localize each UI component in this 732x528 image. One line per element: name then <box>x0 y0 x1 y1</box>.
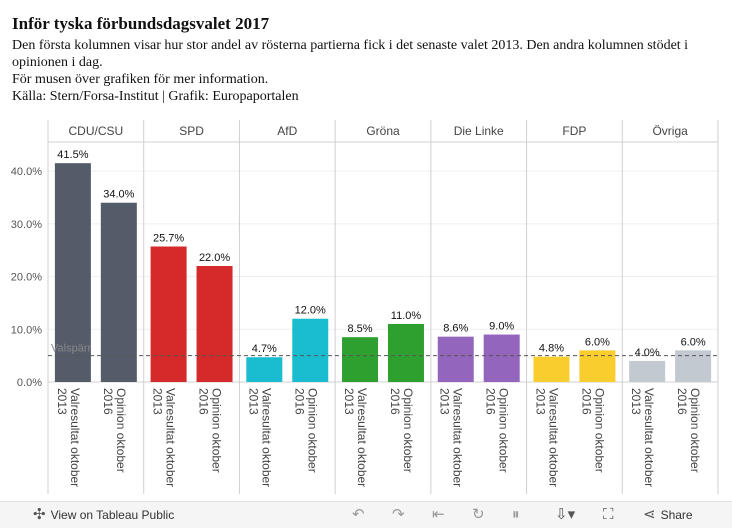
party-header: AfD <box>277 124 297 138</box>
revert-icon: ⇤ <box>432 506 445 523</box>
bar <box>579 350 616 382</box>
category-label: Opinion oktober2016 <box>197 388 224 473</box>
download-button[interactable]: ⇩▾ <box>555 506 576 523</box>
category-label: Valresultat oktober2013 <box>151 388 178 487</box>
pause-icon: ⏸ <box>512 506 520 523</box>
party-header: SPD <box>179 124 204 138</box>
tableau-toolbar: ✣ View on Tableau Public ↶ ↷ ⇤ ↻ ⏸ ⇩▾ ⛶ … <box>0 501 732 528</box>
bar-value-label: 41.5% <box>57 149 88 161</box>
y-tick-label: 20.0% <box>11 272 42 284</box>
category-label: Valresultat oktober2013 <box>342 388 369 487</box>
bar-value-label: 12.0% <box>295 305 326 317</box>
category-label: Valresultat oktober2013 <box>438 388 465 487</box>
bar <box>150 246 187 382</box>
chart-header: Inför tyska förbundsdagsvalet 2017 Den f… <box>12 14 727 105</box>
bar <box>675 350 712 382</box>
y-tick-label: 30.0% <box>11 219 42 231</box>
category-label: Opinion oktober2016 <box>101 388 128 473</box>
bar-value-label: 25.7% <box>153 232 184 244</box>
pause-button[interactable]: ⏸ <box>512 506 520 523</box>
source-credit: Källa: Stern/Forsa-Institut | Grafik: Eu… <box>12 89 299 104</box>
tableau-logo-icon: ✣ <box>33 506 46 523</box>
party-header: Övriga <box>652 124 688 138</box>
download-icon: ⇩▾ <box>555 506 576 523</box>
y-tick-label: 10.0% <box>11 324 42 336</box>
category-label: Valresultat oktober2013 <box>246 388 273 487</box>
view-on-tableau-label: View on Tableau Public <box>50 508 175 522</box>
bar <box>342 337 379 382</box>
bar <box>54 163 91 382</box>
bar <box>629 360 666 382</box>
category-label: Opinion oktober2016 <box>484 388 511 473</box>
bar <box>292 318 329 382</box>
bar-chart[interactable]: 0.0% 10.0% 20.0% 30.0% 40.0% CDU/CSU 41.5% Valr… <box>0 118 732 498</box>
undo-button[interactable]: ↶ <box>352 506 365 523</box>
share-icon: ⋖ <box>643 506 656 523</box>
bar-value-label: 8.5% <box>347 323 372 335</box>
category-label: Opinion oktober2016 <box>579 388 606 473</box>
bar-value-label: 4.8% <box>539 343 564 355</box>
undo-icon: ↶ <box>352 506 365 523</box>
bar-value-label: 9.0% <box>489 321 514 333</box>
bar-value-label: 6.0% <box>585 336 610 348</box>
redo-button[interactable]: ↷ <box>392 506 405 523</box>
bar <box>196 266 233 382</box>
share-label: Share <box>660 508 693 522</box>
fullscreen-button[interactable]: ⛶ <box>603 506 614 523</box>
bar <box>387 324 424 382</box>
bar <box>437 336 474 382</box>
category-label: Valresultat oktober2013 <box>533 388 560 487</box>
category-label: Opinion oktober2016 <box>388 388 415 473</box>
bar-value-label: 6.0% <box>681 336 706 348</box>
share-button[interactable]: ⋖ Share <box>643 506 693 523</box>
category-label: Opinion oktober2016 <box>675 388 702 473</box>
chart-subtitle: Den första kolumnen visar hur stor andel… <box>12 38 689 70</box>
bar <box>533 356 570 382</box>
bar-value-label: 8.6% <box>443 323 468 335</box>
party-header: CDU/CSU <box>69 124 124 138</box>
party-header: FDP <box>562 124 586 138</box>
bar-value-label: 4.0% <box>635 347 660 359</box>
party-header: Die Linke <box>454 124 504 138</box>
bar <box>100 202 137 382</box>
bar-value-label: 4.7% <box>252 343 277 355</box>
fullscreen-icon: ⛶ <box>603 506 614 523</box>
category-label: Opinion oktober2016 <box>292 388 319 473</box>
bar <box>246 357 283 382</box>
refresh-icon: ↻ <box>472 506 485 523</box>
bar-value-label: 22.0% <box>199 252 230 264</box>
valsparr-label: Valspärr <box>51 343 91 355</box>
bar-value-label: 11.0% <box>391 310 422 322</box>
bar-value-label: 34.0% <box>103 189 134 201</box>
chart-title: Inför tyska förbundsdagsvalet 2017 <box>12 14 270 33</box>
revert-button[interactable]: ⇤ <box>432 506 445 523</box>
y-tick-label: 40.0% <box>11 166 42 178</box>
bar <box>483 334 520 382</box>
y-tick-label: 0.0% <box>17 377 42 389</box>
view-on-tableau-link[interactable]: ✣ View on Tableau Public <box>33 506 175 523</box>
party-header: Gröna <box>366 124 400 138</box>
redo-icon: ↷ <box>392 506 405 523</box>
category-label: Valresultat oktober2013 <box>55 388 82 487</box>
category-label: Valresultat oktober2013 <box>629 388 656 487</box>
hover-hint: För musen över grafiken för mer informat… <box>12 72 269 87</box>
refresh-button[interactable]: ↻ <box>472 506 485 523</box>
